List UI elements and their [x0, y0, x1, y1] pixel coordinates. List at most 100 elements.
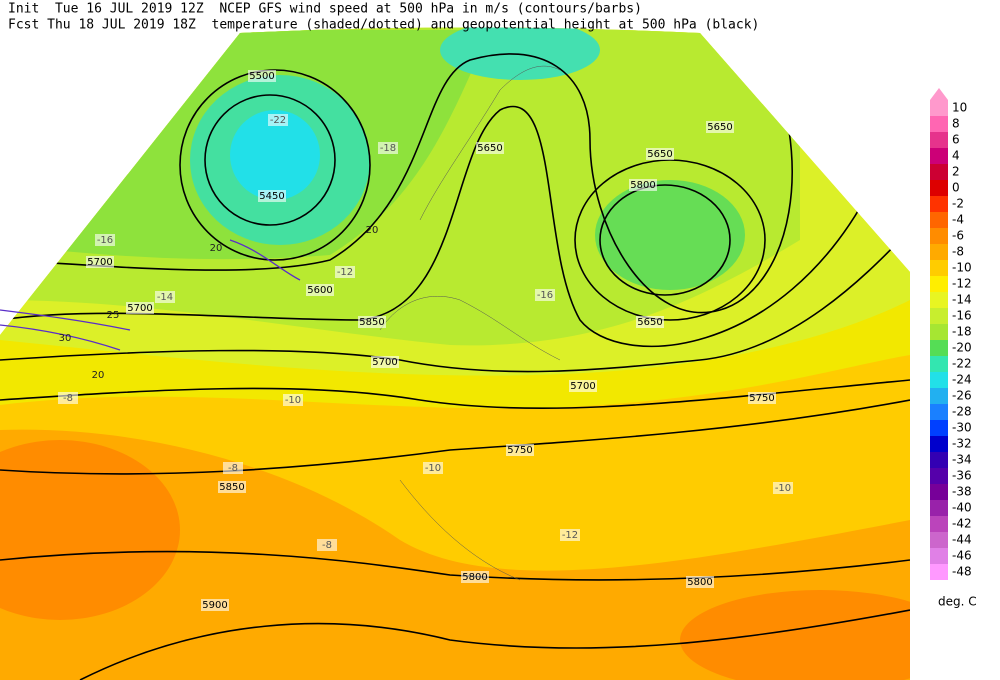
height-label: 5750: [749, 393, 774, 404]
colorbar-label: 8: [952, 117, 960, 131]
colorbar-label: 4: [952, 149, 960, 163]
colorbar-box: [930, 308, 948, 324]
temperature-label: -8: [63, 393, 73, 404]
height-label: 5650: [477, 143, 502, 154]
colorbar-label: 2: [952, 165, 960, 179]
colorbar-label: -14: [952, 293, 972, 307]
header-line-2: Fcst Thu 18 JUL 2019 18Z temperature (sh…: [8, 18, 759, 33]
height-label-bg: [636, 316, 664, 328]
colorbar-box: [930, 340, 948, 356]
height-contours: [0, 39, 910, 680]
colorbar-label: -12: [952, 277, 972, 291]
temperature-label-bg: [423, 462, 443, 474]
temperature-label: -22: [270, 115, 286, 126]
height-label-bg: [629, 179, 657, 191]
height-label-bg: [371, 356, 399, 368]
colorbar-label: -34: [952, 453, 972, 467]
colorbar-box: [930, 132, 948, 148]
height-label: 5800: [687, 577, 712, 588]
colorbar-unit: deg. C: [938, 595, 977, 609]
temperature-label-bg: [560, 529, 580, 541]
height-label-bg: [248, 70, 276, 82]
colorbar-label: -46: [952, 549, 972, 563]
colorbar-box: [930, 452, 948, 468]
temperature-label: -10: [425, 463, 441, 474]
colorbar-box: [930, 436, 948, 452]
height-label: 5750: [507, 445, 532, 456]
height-label: 5650: [637, 317, 662, 328]
colorbar-box: [930, 516, 948, 532]
temperature-label: -10: [775, 483, 791, 494]
colorbar-label: 6: [952, 133, 960, 147]
height-label-bg: [218, 481, 246, 493]
temperature-label-bg: [773, 482, 793, 494]
height-label: 5800: [630, 180, 655, 191]
height-label-bg: [126, 302, 154, 314]
wind-label: 20: [210, 243, 223, 254]
colorbar-box: [930, 212, 948, 228]
height-label: 5650: [707, 122, 732, 133]
colorbar-label: 10: [952, 101, 967, 115]
colorbar-label: -36: [952, 469, 972, 483]
wind-label: 30: [59, 333, 72, 344]
colorbar-box: [930, 500, 948, 516]
temperature-label-bg: [378, 142, 398, 154]
colorbar-box: [930, 404, 948, 420]
colorbar-box: [930, 100, 948, 116]
height-label: 5700: [127, 303, 152, 314]
colorbar-label: -6: [952, 229, 964, 243]
colorbar-box: [930, 372, 948, 388]
wind-contours: [0, 239, 301, 351]
temperature-label-bg: [155, 291, 175, 303]
height-label: 5700: [570, 381, 595, 392]
colorbar-box: [930, 388, 948, 404]
height-label-bg: [258, 190, 286, 202]
colorbar-label: -10: [952, 261, 972, 275]
temperature-label: -12: [337, 267, 353, 278]
temperature-label: -16: [537, 290, 553, 301]
colorbar-box: [930, 484, 948, 500]
height-label-bg: [748, 392, 776, 404]
height-label: 5700: [87, 257, 112, 268]
wind-label: 20: [92, 370, 105, 381]
wind-label: 25: [107, 310, 120, 321]
height-label: 5500: [249, 71, 274, 82]
temperature-label-bg: [95, 234, 115, 246]
colorbar-label: -24: [952, 373, 972, 387]
temperature-label-bg: [223, 462, 243, 474]
height-label-bg: [569, 380, 597, 392]
height-label-bg: [86, 256, 114, 268]
colorbar-box: [930, 228, 948, 244]
height-label-bg: [506, 444, 534, 456]
header-line-1: Init Tue 16 JUL 2019 12Z NCEP GFS wind s…: [8, 2, 642, 17]
colorbar-label: -8: [952, 245, 964, 259]
colorbar-box: [930, 276, 948, 292]
temperature-label-bg: [535, 289, 555, 301]
height-label: 5600: [307, 285, 332, 296]
temperature-label: -18: [380, 143, 396, 154]
temperature-label: -8: [322, 540, 332, 551]
colorbar-label: -2: [952, 197, 964, 211]
height-label-bg: [461, 571, 489, 583]
colorbar-box: [930, 420, 948, 436]
height-label: 5850: [359, 317, 384, 328]
height-label: 5900: [202, 600, 227, 611]
colorbar-box: [930, 356, 948, 372]
colorbar-box: [930, 196, 948, 212]
colorbar-box: [930, 532, 948, 548]
colorbar-label: -26: [952, 389, 972, 403]
height-label-bg: [646, 148, 674, 160]
colorbar-label: -38: [952, 485, 972, 499]
colorbar-box: [930, 564, 948, 580]
colorbar-label: -4: [952, 213, 964, 227]
height-label: 5650: [647, 149, 672, 160]
colorbar-box: [930, 260, 948, 276]
colorbar-label: -44: [952, 533, 972, 547]
temperature-label-bg: [335, 266, 355, 278]
temperature-label-bg: [268, 114, 288, 126]
temperature-label: -16: [97, 235, 113, 246]
height-label: 5800: [462, 572, 487, 583]
